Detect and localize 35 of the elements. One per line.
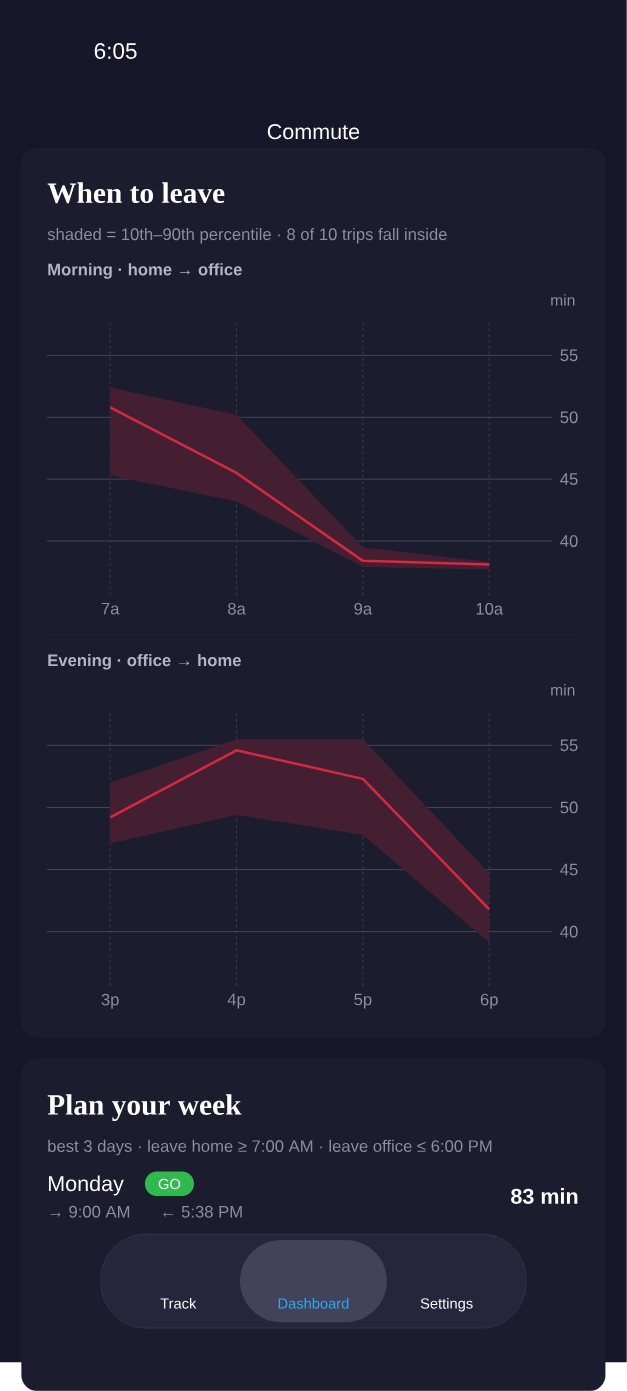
text: Monday [49, 1175, 124, 1196]
text: When to leave [47, 182, 225, 204]
x-tick-label: 10a [476, 602, 504, 615]
x-tick-label: 7a [101, 602, 120, 615]
y-axis-title: min [551, 684, 575, 696]
x-tick-label: 3p [101, 993, 119, 1009]
x-tick-label: 6p [480, 993, 498, 1009]
y-tick-label: 40 [560, 535, 578, 547]
text: 83 min [511, 1188, 578, 1204]
text: Settings [420, 1297, 473, 1312]
text: Commute [267, 124, 360, 140]
x-tick-label: 5p [354, 993, 372, 1009]
x-tick-label: 9a [354, 602, 373, 615]
text: 6:05 [94, 43, 137, 59]
y-tick-label: 45 [560, 473, 578, 485]
chart-title: Morning · home → office [48, 263, 242, 279]
x-tick-label: 4p [227, 993, 246, 1009]
x-tick-label: 8a [228, 602, 246, 615]
text: → 9:00 AM [50, 1205, 130, 1218]
text: Track [160, 1297, 197, 1309]
y-tick-label: 55 [560, 349, 578, 362]
y-tick-label: 40 [560, 925, 578, 938]
text: best 3 days · leave home ≥ 7:00 AM · leave office ≤ 6:00 PM [48, 1139, 492, 1156]
text: ← 5:38 PM [163, 1205, 242, 1218]
y-tick-label: 45 [560, 863, 578, 876]
y-tick-label: 50 [560, 411, 578, 424]
line-series [108, 749, 491, 911]
chart-title: Evening · office → home [48, 653, 241, 670]
text: shaded = 10th–90th percentile · 8 of 10 trips fall inside [47, 227, 447, 244]
y-tick-label: 50 [560, 801, 578, 814]
y-tick-label: 55 [560, 739, 578, 752]
y-axis-title: min [551, 294, 575, 306]
text: Plan your week [47, 1094, 242, 1121]
text: Dashboard [278, 1297, 349, 1309]
text: GO [158, 1178, 181, 1190]
